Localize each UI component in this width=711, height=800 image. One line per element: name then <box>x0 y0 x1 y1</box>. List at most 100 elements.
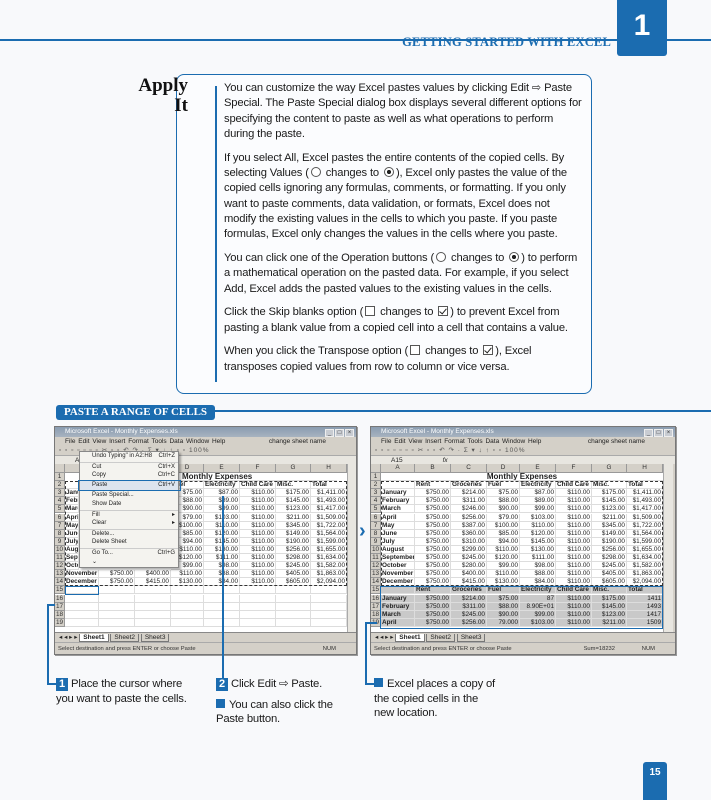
empty-cell[interactable] <box>311 602 347 611</box>
empty-cell[interactable] <box>135 594 171 603</box>
value-cell[interactable]: $280.00 <box>451 562 487 571</box>
sheet-tab-3[interactable]: Sheet3 <box>140 634 170 642</box>
row-header[interactable]: 12 <box>371 562 381 571</box>
month-cell[interactable]: August <box>65 545 79 554</box>
pasted-cell[interactable]: $90.00 <box>487 610 520 619</box>
value-cell[interactable]: $175.00 <box>592 489 627 498</box>
maximize-button[interactable]: □ <box>335 429 344 437</box>
edit-menu-item[interactable]: ⌄ <box>80 558 178 567</box>
select-all-corner[interactable] <box>55 464 65 473</box>
value-cell[interactable]: $100.00 <box>487 521 520 530</box>
value-cell[interactable]: $310.00 <box>451 537 487 546</box>
column-header[interactable]: D <box>171 464 204 473</box>
empty-cell[interactable] <box>171 602 204 611</box>
pasted-cell[interactable]: $103.00 <box>520 618 556 627</box>
pasted-cell[interactable]: $75.00 <box>487 594 520 603</box>
value-cell[interactable]: $110.00 <box>556 489 592 498</box>
empty-cell[interactable] <box>171 586 204 595</box>
value-cell[interactable]: $110.00 <box>171 545 204 554</box>
value-cell[interactable]: $360.00 <box>451 529 487 538</box>
row-header[interactable]: 1 <box>55 473 65 482</box>
empty-cell[interactable] <box>135 610 171 619</box>
pasted-label-cell[interactable]: Electricity <box>520 586 556 595</box>
empty-cell[interactable] <box>240 618 276 627</box>
value-cell[interactable]: $120.00 <box>520 529 556 538</box>
column-label-cell[interactable] <box>381 481 415 490</box>
edit-menu-item[interactable]: Go To... Ctrl+G <box>80 547 178 558</box>
pasted-cell[interactable]: $175.00 <box>592 594 627 603</box>
value-cell[interactable]: $175.00 <box>276 489 311 498</box>
value-cell[interactable]: $405.00 <box>276 570 311 579</box>
row-header[interactable]: 3 <box>371 489 381 498</box>
value-cell[interactable]: $94.00 <box>487 537 520 546</box>
pasted-cell[interactable]: April <box>381 618 415 627</box>
empty-cell[interactable] <box>276 618 311 627</box>
value-cell[interactable]: $750.00 <box>415 570 451 579</box>
value-cell[interactable]: $345.00 <box>592 521 627 530</box>
row-header[interactable]: 9 <box>55 537 65 546</box>
empty-cell[interactable] <box>311 610 347 619</box>
sheet-tab-1[interactable]: Sheet1 <box>395 634 425 642</box>
value-cell[interactable]: $750.00 <box>415 489 451 498</box>
value-cell[interactable]: $120.00 <box>487 554 520 563</box>
value-cell[interactable]: $110.00 <box>240 521 276 530</box>
pasted-cell[interactable]: $256.00 <box>451 618 487 627</box>
month-cell[interactable]: October <box>381 562 415 571</box>
column-header[interactable]: G <box>276 464 311 473</box>
pasted-cell[interactable]: $110.00 <box>556 618 592 627</box>
value-cell[interactable]: $256.00 <box>592 545 627 554</box>
close-button[interactable]: × <box>345 429 354 437</box>
column-header[interactable]: C <box>451 464 487 473</box>
month-cell[interactable]: March <box>65 505 79 514</box>
column-header[interactable]: F <box>240 464 276 473</box>
menu-data[interactable]: Data <box>169 438 184 445</box>
value-cell[interactable]: $110.00 <box>556 521 592 530</box>
pasted-cell[interactable]: $245.00 <box>451 610 487 619</box>
select-all-corner[interactable] <box>371 464 381 473</box>
value-cell[interactable]: $299.00 <box>451 545 487 554</box>
menu-edit[interactable]: Edit <box>78 438 90 445</box>
row-header[interactable]: 19 <box>55 618 65 627</box>
menu-tools[interactable]: Tools <box>467 438 483 445</box>
row-header[interactable]: 15 <box>55 586 65 595</box>
menu-view[interactable]: View <box>408 438 423 445</box>
empty-cell[interactable] <box>65 602 99 611</box>
pasted-cell[interactable]: $99.00 <box>520 610 556 619</box>
value-cell[interactable]: $245.00 <box>451 554 487 563</box>
pasted-label-cell[interactable]: Groceries <box>451 586 487 595</box>
value-cell[interactable]: $94.00 <box>171 537 204 546</box>
month-cell[interactable]: April <box>381 513 415 522</box>
value-cell[interactable]: $99.00 <box>487 562 520 571</box>
column-label-cell[interactable]: Child Care <box>556 481 592 490</box>
edit-menu-item[interactable]: Cut Ctrl+X <box>80 461 178 472</box>
column-label-cell[interactable]: Misc. <box>592 481 627 490</box>
sheet-tab-2[interactable]: Sheet2 <box>110 634 140 642</box>
value-cell[interactable]: $85.00 <box>487 529 520 538</box>
value-cell[interactable]: $103.00 <box>520 513 556 522</box>
value-cell[interactable]: $110.00 <box>240 537 276 546</box>
row-header[interactable]: 17 <box>55 602 65 611</box>
value-cell[interactable]: $345.00 <box>276 521 311 530</box>
value-cell[interactable]: $110.00 <box>240 562 276 571</box>
value-cell[interactable]: $90.00 <box>171 505 204 514</box>
value-cell[interactable]: $88.00 <box>487 497 520 506</box>
pasted-label-cell[interactable] <box>381 586 415 595</box>
pasted-label-cell[interactable]: Child Care <box>556 586 592 595</box>
column-label-cell[interactable]: Groceries <box>451 481 487 490</box>
maximize-button[interactable]: □ <box>654 429 663 437</box>
empty-cell[interactable] <box>311 586 347 595</box>
pasted-cell[interactable]: 8.90E+01 <box>520 602 556 611</box>
pasted-cell[interactable]: March <box>381 610 415 619</box>
value-cell[interactable]: $246.00 <box>451 505 487 514</box>
pasted-cell[interactable]: $211.00 <box>592 618 627 627</box>
pasted-cell[interactable]: January <box>381 594 415 603</box>
value-cell[interactable]: $110.00 <box>240 529 276 538</box>
value-cell[interactable]: $387.00 <box>451 521 487 530</box>
row-header[interactable]: 10 <box>371 545 381 554</box>
value-cell[interactable]: $89.00 <box>520 497 556 506</box>
row-header[interactable]: 4 <box>371 497 381 506</box>
value-cell[interactable]: $88.00 <box>171 497 204 506</box>
pasted-cell[interactable]: $311.00 <box>451 602 487 611</box>
empty-cell[interactable] <box>65 594 99 603</box>
edit-menu-item[interactable]: Show Date <box>80 500 178 510</box>
